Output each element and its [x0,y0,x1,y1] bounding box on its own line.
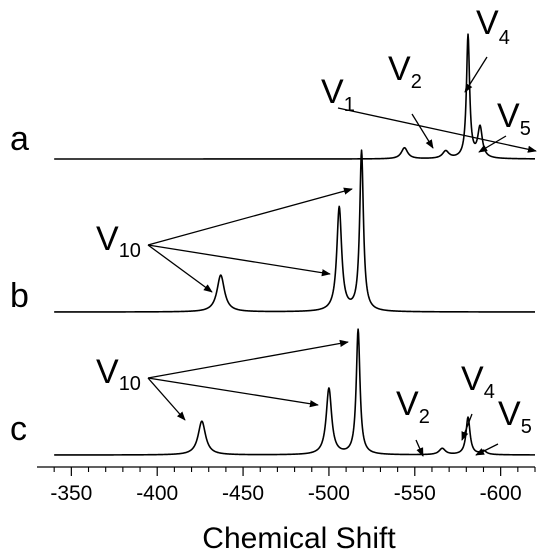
series-label-b: b [10,277,29,315]
arrow-c-v10-1 [147,339,349,379]
annotation-c-v10: V10 [96,353,141,395]
annotation-b-v10: V10 [96,220,141,262]
arrow-b-v10-2 [147,244,331,277]
arrow-c-v10-2 [147,377,319,408]
x-tick-label: -500 [308,482,350,505]
x-tick-label: -350 [50,482,92,505]
arrow-a-v1 [337,107,537,153]
spectrum-trace-c [53,328,536,456]
x-tick-label: -400 [136,482,178,505]
arrow-a-v4 [464,56,488,93]
x-tick-label: -600 [480,482,522,505]
series-label-a: a [10,120,29,158]
arrow-c-v10-3 [147,377,186,421]
x-tick-label: -550 [394,482,436,505]
annotation-a-v2: V2 [388,50,422,93]
annotation-a-v1: V1 [321,73,355,116]
arrow-c-v4 [461,413,473,441]
annotation-a-v4: V4 [476,4,510,49]
x-tick-label: -450 [222,482,264,505]
x-axis-title: Chemical Shift [202,522,396,555]
annotation-a-v5: V5 [497,97,531,140]
series-label-c: c [10,410,27,448]
arrow-a-v5 [478,135,507,153]
arrow-c-v5 [475,443,499,456]
annotation-c-v4: V4 [461,360,495,403]
x-axis: -350 -400 -450 -500 -550 -600 [37,466,536,505]
arrow-c-v2 [415,439,424,457]
spectrum-trace-b [53,149,536,313]
spectrum-trace-a [53,33,536,160]
arrow-b-v10-3 [147,244,213,293]
annotation-c-v5: V5 [498,395,532,438]
annotation-c-v2: V2 [396,385,430,428]
arrow-a-v2 [411,113,434,149]
arrow-b-v10-1 [147,187,353,246]
